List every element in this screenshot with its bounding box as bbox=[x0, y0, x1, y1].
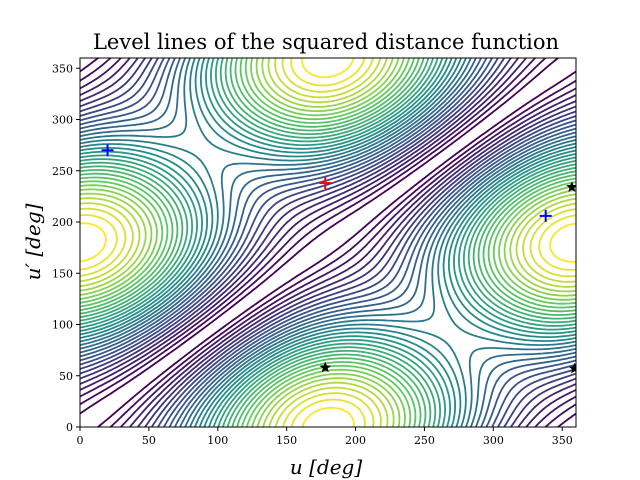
contour-level bbox=[80, 58, 576, 427]
contour-lines bbox=[80, 58, 576, 427]
x-tick-label: 100 bbox=[207, 434, 228, 447]
y-axis-ticks: 0 50 100 150 200 250 300 350 bbox=[52, 62, 80, 434]
contour-level bbox=[80, 58, 576, 427]
x-tick-label: 250 bbox=[414, 434, 435, 447]
contour-level bbox=[80, 58, 576, 427]
chart-title: Level lines of the squared distance func… bbox=[93, 30, 559, 54]
contour-level bbox=[80, 58, 576, 427]
saddle-star-marker bbox=[568, 362, 576, 374]
saddle-star-marker bbox=[319, 361, 331, 373]
contour-level bbox=[80, 58, 576, 427]
contour-level bbox=[80, 58, 576, 427]
maximum-plus-marker bbox=[319, 177, 332, 190]
contour-level bbox=[80, 58, 576, 427]
contour-level bbox=[80, 58, 576, 427]
contour-level bbox=[80, 58, 576, 427]
y-tick-label: 50 bbox=[59, 370, 73, 383]
plot-frame bbox=[79, 57, 577, 428]
x-axis-label: u [deg] bbox=[290, 455, 362, 479]
y-tick-label: 250 bbox=[52, 165, 73, 178]
contour-level bbox=[80, 58, 576, 427]
y-tick-label: 0 bbox=[66, 421, 73, 434]
minimum-plus-marker bbox=[101, 144, 114, 157]
x-tick-label: 200 bbox=[345, 434, 366, 447]
y-tick-label: 200 bbox=[52, 216, 73, 229]
contour-level bbox=[80, 58, 576, 427]
x-tick-label: 300 bbox=[483, 434, 504, 447]
contour-level bbox=[80, 58, 576, 427]
y-axis-label: u′ [deg] bbox=[21, 203, 45, 280]
saddle-star-marker bbox=[566, 181, 576, 192]
contour-level bbox=[80, 58, 576, 427]
contour-level bbox=[80, 58, 576, 427]
y-tick-label: 100 bbox=[52, 319, 73, 332]
contour-level bbox=[80, 58, 576, 427]
contour-level bbox=[80, 58, 576, 427]
x-axis-ticks: 0 50 100 150 200 250 300 350 bbox=[77, 427, 573, 447]
x-tick-label: 0 bbox=[77, 434, 84, 447]
contour-level bbox=[80, 58, 576, 427]
contour-level bbox=[80, 58, 576, 427]
x-tick-label: 50 bbox=[142, 434, 156, 447]
contour-level bbox=[80, 58, 576, 427]
x-tick-label: 150 bbox=[276, 434, 297, 447]
contour-level bbox=[80, 58, 576, 427]
contour-level bbox=[80, 58, 576, 427]
contour-level bbox=[80, 58, 576, 427]
y-tick-label: 150 bbox=[52, 267, 73, 280]
contour-level bbox=[80, 58, 576, 427]
contour-level bbox=[80, 58, 576, 427]
y-tick-label: 300 bbox=[52, 114, 73, 127]
contour-level bbox=[80, 58, 576, 427]
contour-level bbox=[80, 58, 576, 427]
x-tick-label: 350 bbox=[552, 434, 573, 447]
contour-level bbox=[80, 58, 576, 427]
minimum-plus-marker bbox=[539, 209, 552, 222]
contour-level bbox=[80, 58, 576, 427]
y-tick-label: 350 bbox=[52, 62, 73, 75]
critical-point-markers bbox=[101, 144, 576, 374]
contour-level bbox=[80, 58, 576, 427]
contour-level bbox=[80, 58, 576, 427]
contour-level bbox=[80, 58, 576, 427]
